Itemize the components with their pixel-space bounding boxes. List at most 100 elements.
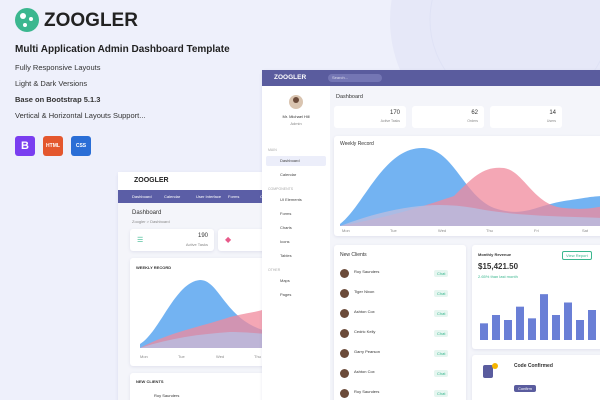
client-avatar [340, 389, 349, 398]
client-avatar [340, 349, 349, 358]
nav-item[interactable]: User Interface [196, 194, 222, 199]
menu-item[interactable]: Charts [280, 225, 292, 230]
client-name: Roy Saunders [154, 393, 180, 398]
client-name: Cedric Kelly [354, 329, 376, 334]
menu-item[interactable]: Calendar [280, 172, 297, 177]
client-name: Ashton Cox [354, 309, 375, 314]
back-page-title: Dashboard [132, 210, 162, 216]
day-label: Mon [140, 354, 148, 359]
revenue-bar [480, 323, 488, 340]
nav-item[interactable]: Forms [228, 194, 240, 199]
feature: Base on Bootstrap 5.1.3 [15, 95, 101, 104]
stat-value: 14 [549, 110, 556, 116]
code-button[interactable]: Confirm [514, 385, 537, 392]
client-avatar [340, 329, 349, 338]
revenue-bar [588, 310, 596, 340]
front-window: ZOOGLER Search... Mr. Michael Hill Admin… [262, 70, 600, 400]
menu-item[interactable]: Maps [280, 278, 290, 283]
day-label: Wed [438, 228, 447, 233]
chart-title: WEEKLY RECORD [136, 265, 172, 270]
day-label: Thu [486, 228, 493, 233]
feature: Light & Dark Versions [15, 79, 88, 88]
stat-label: Active Tasks [380, 119, 400, 123]
back-chart-card: WEEKLY RECORD Mon Tue Wed Thu [130, 258, 270, 366]
menu-item[interactable]: Tables [280, 253, 292, 258]
day-label: Tue [390, 228, 397, 233]
tech-icon: CSS [71, 136, 91, 156]
chat-button[interactable]: Chat [434, 310, 449, 317]
chat-button[interactable]: Chat [434, 290, 449, 297]
front-brand: ZOOGLER [274, 74, 307, 81]
stat-card: 14 Users [490, 106, 562, 128]
chat-button[interactable]: Chat [434, 350, 449, 357]
revenue-bar [540, 294, 548, 340]
revenue-bar [492, 315, 500, 340]
chat-button[interactable]: Chat [434, 370, 449, 377]
menu-item[interactable]: Icons [280, 239, 290, 244]
back-header [118, 172, 266, 190]
client-avatar [340, 369, 349, 378]
brand: ZOOGLER [44, 10, 138, 31]
menu-section: COMPONENTS [268, 187, 294, 191]
chat-button[interactable]: Chat [434, 330, 449, 337]
page-title: Dashboard [336, 94, 363, 100]
revenue-value: $15,421.50 [478, 262, 519, 271]
chart-title: Weekly Record [340, 141, 374, 147]
day-label: Thu [254, 354, 261, 359]
stat-value: 170 [389, 110, 400, 116]
client-name: Roy Saunders [354, 269, 380, 274]
client-avatar [340, 289, 349, 298]
nav-item[interactable]: Dashboard [132, 194, 152, 199]
menu-item[interactable]: Dashboard [266, 156, 326, 166]
clients-title: New Clients [340, 252, 367, 258]
client-name: Ashton Cox [354, 369, 375, 374]
day-label: Sat [582, 228, 589, 233]
code-title: Code Confirmed [514, 363, 553, 369]
back-brand: ZOOGLER [134, 177, 169, 184]
revenue-card: Monthly Revenue $15,421.50 2.65% than la… [472, 245, 600, 349]
day-label: Mon [342, 228, 350, 233]
chat-button[interactable]: Chat [434, 270, 449, 277]
stat-label: Orders [467, 119, 478, 123]
stat-icon: ◆ [225, 235, 232, 244]
revenue-bar [504, 320, 512, 340]
menu-item[interactable]: Pages [280, 292, 292, 297]
day-label: Fri [534, 228, 539, 233]
user-role: Admin [290, 121, 302, 126]
front-topbar [262, 70, 600, 86]
back-stat-card: ☰ 190 Active Tasks [130, 229, 214, 251]
area-chart [340, 147, 600, 226]
code-card: Code Confirmed Confirm [472, 355, 600, 400]
user-name: Mr. Michael Hill [282, 114, 310, 119]
search-box[interactable]: Search... [328, 74, 382, 82]
tech-icon: B [15, 136, 35, 156]
client-name: Tiger Nixon [354, 289, 375, 294]
menu-item[interactable]: Forms [280, 211, 292, 216]
stat-label: Active Tasks [185, 242, 208, 247]
avatar [289, 95, 303, 109]
back-breadcrumb: Zoogler > Dashboard [132, 219, 170, 224]
revenue-button[interactable]: View Report [562, 251, 592, 260]
revenue-bar [552, 315, 560, 340]
clients-card: New Clients Roy Saunders Chat Tiger Nixon C… [334, 245, 466, 400]
weekly-chart-card: Weekly Record Mon Tue Wed Thu Fri Sat [334, 136, 600, 236]
nav-item[interactable]: Calendar [164, 194, 181, 199]
day-label: Wed [216, 354, 225, 359]
day-label: Tue [178, 354, 185, 359]
menu-item[interactable]: UI Elements [280, 197, 302, 202]
revenue-note: 2.65% than last month [478, 274, 518, 279]
back-window: ZOOGLER Dashboard Zoogler > Dashboard ☰ … [118, 172, 278, 400]
chat-button[interactable]: Chat [434, 390, 449, 397]
stat-value: 62 [471, 110, 478, 116]
feature: Fully Responsive Layouts [15, 63, 101, 72]
client-name: Roy Saunders [354, 389, 380, 394]
clients-title: NEW CLIENTS [136, 379, 164, 384]
client-name: Garry Pearson [354, 349, 381, 354]
tech-icon: HTML [43, 136, 63, 156]
menu-section: OTHER [268, 268, 281, 272]
stat-card: 62 Orders [412, 106, 484, 128]
stat-icon: ☰ [137, 237, 144, 244]
revenue-bar [576, 320, 584, 340]
code-illustration [483, 363, 498, 378]
